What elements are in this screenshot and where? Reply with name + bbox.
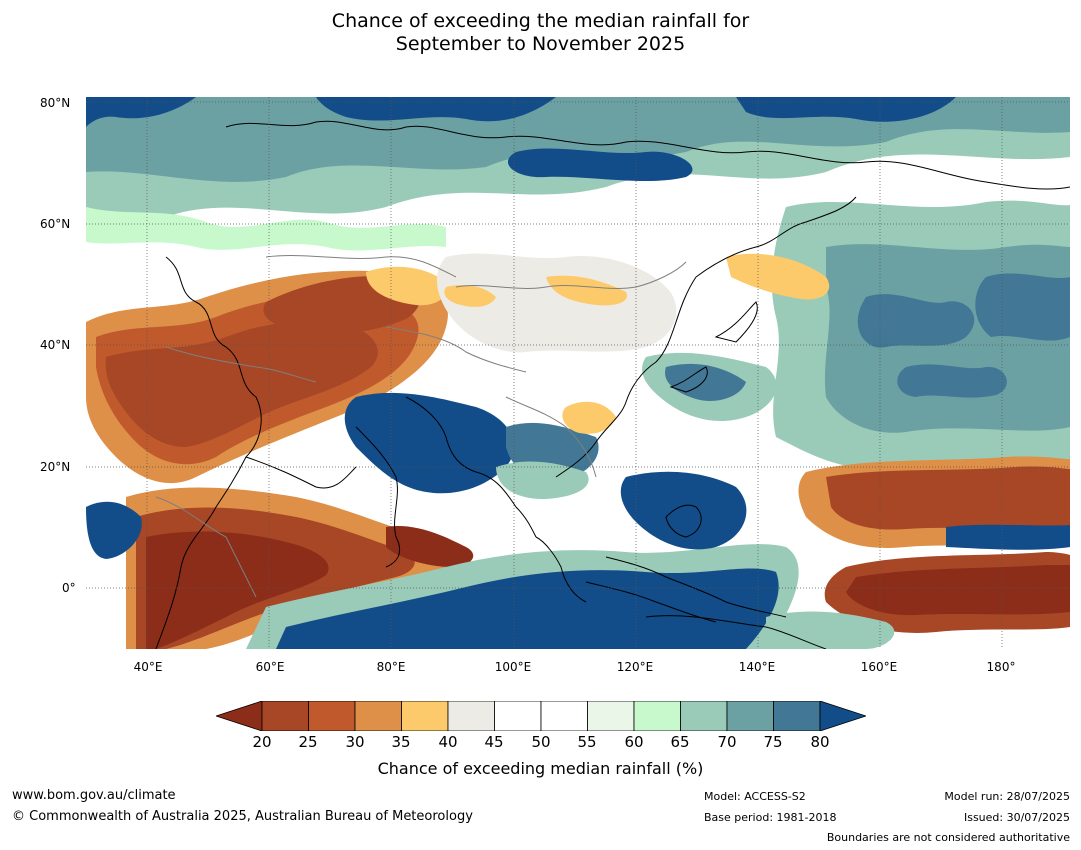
lon-label-80e: 80°E xyxy=(376,660,406,674)
colorbar-tick-50: 50 xyxy=(531,733,551,751)
colorbar-tick-80: 80 xyxy=(810,733,830,751)
colorbar-cell xyxy=(773,701,821,731)
colorbar-tick-30: 30 xyxy=(345,733,365,751)
lat-label-0: 0° xyxy=(62,581,76,595)
copyright: © Commonwealth of Australia 2025, Austra… xyxy=(12,809,473,824)
rainfall-map xyxy=(86,97,1070,649)
colorbar-tick-40: 40 xyxy=(438,733,458,751)
colorbar-cell xyxy=(308,701,356,731)
colorbar-tick-60: 60 xyxy=(624,733,644,751)
colorbar-cell xyxy=(494,701,542,731)
lon-label-60e: 60°E xyxy=(255,660,285,674)
colorbar-title: Chance of exceeding median rainfall (%) xyxy=(377,759,704,778)
colorbar-over-arrow xyxy=(819,701,866,731)
lon-label-120e: 120°E xyxy=(616,660,654,674)
field-dry-west xyxy=(86,266,448,484)
colorbar-cell xyxy=(261,701,309,731)
colorbar-tick-75: 75 xyxy=(763,733,783,751)
field-dry-africa xyxy=(86,487,474,649)
coastlines xyxy=(155,120,1070,649)
field-wet-pacific xyxy=(771,200,1070,470)
lat-label-60n: 60°N xyxy=(40,217,71,231)
base-period: Base period: 1981-2018 xyxy=(704,811,837,824)
field-dry-pacific xyxy=(766,456,1070,649)
graticule xyxy=(86,97,1070,649)
lon-label-180: 180° xyxy=(986,660,1016,674)
colorbar xyxy=(216,701,866,731)
issued-date: Issued: 30/07/2025 xyxy=(963,811,1070,824)
colorbar-cell xyxy=(680,701,728,731)
colorbar-cell xyxy=(726,701,774,731)
model-run-date: Model run: 28/07/2025 xyxy=(944,790,1070,803)
lat-label-40n: 40°N xyxy=(40,338,71,352)
map-canvas xyxy=(86,97,1070,649)
colorbar-tick-45: 45 xyxy=(484,733,504,751)
lon-label-40e: 40°E xyxy=(133,660,163,674)
colorbar-under-arrow xyxy=(216,701,263,731)
lat-label-20n: 20°N xyxy=(40,460,71,474)
map-title: Chance of exceeding the median rainfall … xyxy=(0,10,1081,56)
lon-label-160e: 160°E xyxy=(860,660,898,674)
colorbar-cell xyxy=(587,701,635,731)
title-line-2: September to November 2025 xyxy=(395,33,686,55)
field-wet-indian-ocean xyxy=(246,392,799,649)
field-wet-north xyxy=(86,97,1070,251)
field-mid-asia xyxy=(436,253,830,434)
colorbar-tick-65: 65 xyxy=(670,733,690,751)
colorbar-tick-20: 20 xyxy=(252,733,272,751)
colorbar-tick-25: 25 xyxy=(298,733,318,751)
title-line-1: Chance of exceeding the median rainfall … xyxy=(331,10,750,32)
colorbar-tick-70: 70 xyxy=(717,733,737,751)
colorbar-tick-55: 55 xyxy=(577,733,597,751)
country-borders xyxy=(155,255,687,598)
colorbar-cell xyxy=(540,701,588,731)
colorbar-cell xyxy=(354,701,402,731)
lon-label-140e: 140°E xyxy=(738,660,776,674)
model-name: Model: ACCESS-S2 xyxy=(704,790,806,803)
boundaries-disclaimer: Boundaries are not considered authoritat… xyxy=(826,831,1070,844)
colorbar-tick-35: 35 xyxy=(391,733,411,751)
bom-url[interactable]: www.bom.gov.au/climate xyxy=(12,788,176,803)
lon-label-100e: 100°E xyxy=(494,660,532,674)
colorbar-cell xyxy=(447,701,495,731)
colorbar-cell xyxy=(401,701,449,731)
lat-label-80n: 80°N xyxy=(40,96,71,110)
colorbar-cell xyxy=(633,701,681,731)
